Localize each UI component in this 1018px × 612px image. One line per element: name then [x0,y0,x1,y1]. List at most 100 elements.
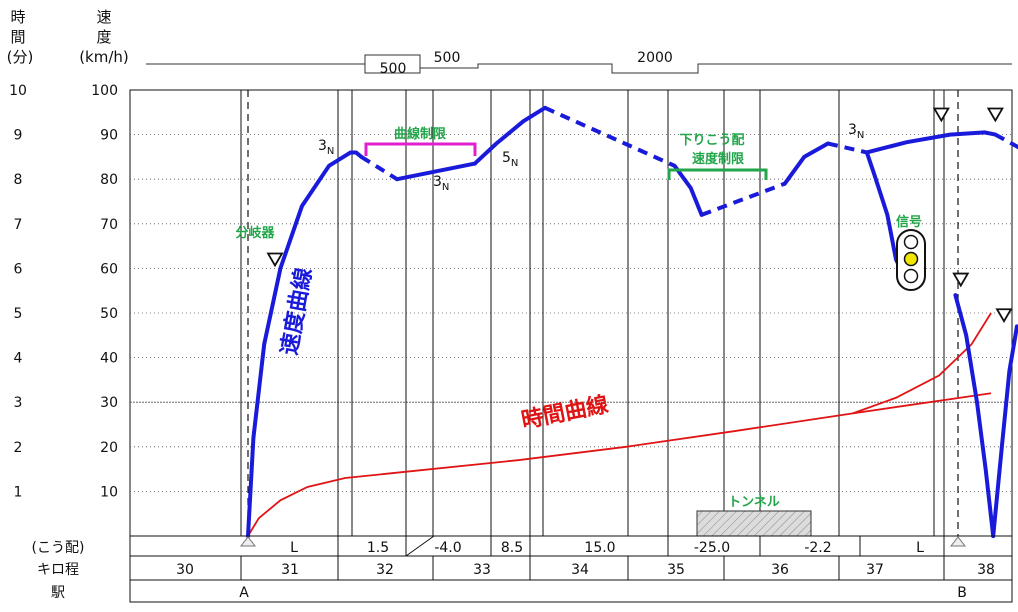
kilometer-post-label: 31 [281,562,299,578]
speed-tick-label: 80 [100,172,118,188]
notch-labels: 3N 3N 5N 3N [318,122,864,193]
time-tick-label: 9 [14,128,23,144]
downgrade-limit-label-2: 速度制限 [692,151,745,167]
speed-curve-segment [991,324,1018,538]
gradient-value: -4.0 [434,540,461,556]
kilometer-post-label: 36 [771,562,789,578]
speed-curve [246,105,1018,538]
speed-header-unit: (km/h) [79,48,129,66]
time-header-line-2: 間 [10,28,25,46]
speed-curve-segment [827,141,868,155]
speed-curve-segment [672,163,704,217]
time-axis-header: 時 間 (分) [7,8,34,66]
time-tick-label: 8 [14,172,23,188]
gradient-value: L [290,540,298,556]
time-axis-ticks: 1 2 3 4 5 6 7 8 9 10 [9,83,27,500]
down-triangle-marker [952,272,970,288]
kilometer-post-label: 38 [977,562,995,578]
kilometer-cells: 30 31 32 33 34 35 36 37 38 [176,556,995,580]
kilometer-post-label: 30 [176,562,194,578]
time-tick-label: 4 [14,351,23,367]
speed-tick-label: 90 [100,128,118,144]
speed-curve-segment [544,106,676,168]
gradient-value: 1.5 [367,540,389,556]
radius-track-step [364,64,420,74]
kilometer-post-label: 35 [667,562,685,578]
gridlines [130,134,1012,492]
station-a-label: A [239,585,249,601]
speed-limit-markers [266,107,1013,324]
speed-tick-label: 30 [100,395,118,411]
down-triangle-marker [932,107,950,123]
curve-limit-bracket [364,142,477,156]
downgrade-limit-annotation: 下りこう配 速度制限 [667,133,768,180]
kilometer-post-label: 37 [866,562,884,578]
section-lines [240,90,945,536]
junction-label: 分岐器 [235,225,275,241]
speed-curve-segment [472,105,547,166]
speed-axis-header: 速 度 (km/h) [79,8,129,66]
down-triangle-marker [986,107,1004,123]
station-row-label: 駅 [51,585,65,601]
gradient-value: -25.0 [694,540,730,556]
downgrade-limit-label-1: 下りこう配 [679,133,744,148]
gradient-value: 15.0 [584,540,615,556]
kilometer-post-label: 33 [473,562,491,578]
time-tick-label: 5 [14,306,23,322]
time-tick-label: 2 [14,440,23,456]
time-curve-label: 時間曲線 [519,392,610,434]
gradient-value: L [916,540,924,556]
speed-curve-segment [700,181,786,217]
radius-track: 500 500 2000 [146,50,1012,77]
speed-axis-ticks: 10 20 30 40 50 60 70 80 90 100 [91,83,118,500]
speed-tick-label: 40 [100,351,118,367]
gradient-value: -2.2 [804,540,831,556]
speed-tick-label: 20 [100,440,118,456]
time-tick-label: 7 [14,217,23,233]
station-a-marker [239,536,257,547]
curve-limit-label: 曲線制限 [394,126,447,142]
speed-curve-segment [994,132,1018,150]
kilometer-post-label: 34 [571,562,589,578]
signal-label: 信号 [896,214,922,230]
speed-curve-segment [395,161,477,182]
time-curve [247,312,992,537]
down-triangle-marker [995,308,1013,324]
downgrade-limit-bracket [667,168,768,180]
tunnel-block [696,510,812,537]
speed-curve-segment [246,150,364,538]
notch-label-1: 3N [318,138,334,157]
time-curve-segment [852,312,992,415]
gradient-divider-slant [405,535,435,557]
down-triangle-marker [266,252,284,268]
speed-header-line-2: 度 [96,28,111,46]
time-tick-label: 3 [14,395,23,411]
gradient-row [129,535,1013,557]
radius-label-3: 2000 [637,50,673,66]
time-tick-label: 6 [14,261,23,277]
time-header-line-1: 時 [10,8,25,26]
speed-tick-label: 60 [100,261,118,277]
speed-tick-label: 10 [100,484,118,500]
notch-label-3: 5N [502,150,518,169]
speed-curve-segment [864,130,998,155]
radius-label-2: 500 [434,50,461,66]
time-curve-segment [247,392,992,537]
gradient-row-label: (こう配) [32,540,85,556]
notch-label-2: 3N [433,174,449,193]
station-b-marker [949,536,967,547]
speed-tick-label: 70 [100,217,118,233]
info-table: (こう配) キロ程 駅 L 1.5 -4.0 8.5 15.0 -25.0 -2.2 L 30… [32,535,1013,603]
station-row [129,579,1013,603]
tunnel-label: トンネル [728,495,780,510]
speed-tick-label: 100 [91,83,118,99]
speed-curve-segment [782,141,830,186]
gradient-value: 8.5 [501,540,523,556]
traffic-signal-icon [896,229,926,291]
kilometer-row-label: キロ程 [37,562,79,578]
radius-label-1: 500 [380,61,407,77]
station-b-label: B [957,585,967,601]
speed-header-line-1: 速 [96,8,111,26]
time-tick-label: 1 [14,484,23,500]
